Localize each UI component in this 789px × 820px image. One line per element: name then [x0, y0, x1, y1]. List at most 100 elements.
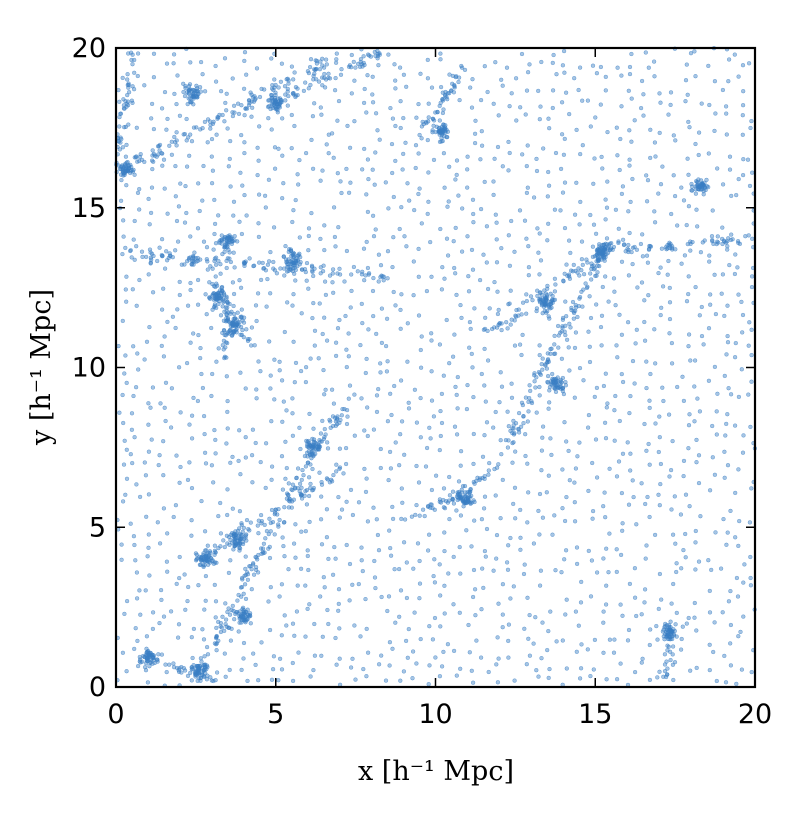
data-point	[500, 477, 505, 483]
data-point	[612, 637, 617, 642]
data-point	[329, 131, 335, 136]
data-point	[579, 289, 584, 294]
data-point	[303, 379, 309, 385]
data-point	[239, 103, 244, 108]
data-point	[390, 504, 395, 510]
data-point	[413, 165, 418, 171]
data-point	[538, 568, 544, 573]
data-point	[480, 454, 486, 459]
data-point	[564, 666, 569, 671]
data-point	[281, 543, 286, 549]
data-point	[484, 260, 489, 265]
data-point	[538, 258, 544, 263]
data-point	[306, 248, 311, 253]
data-point	[564, 314, 569, 319]
data-point	[568, 250, 573, 256]
data-point	[323, 77, 329, 82]
data-point	[151, 75, 157, 80]
data-point	[484, 526, 490, 532]
data-point	[537, 117, 542, 122]
data-point	[605, 250, 611, 255]
data-point	[227, 233, 232, 238]
data-point	[747, 183, 753, 189]
data-point	[438, 593, 443, 598]
data-point	[604, 236, 610, 241]
data-point	[481, 506, 487, 511]
data-point	[290, 219, 295, 225]
data-point	[711, 241, 716, 247]
data-point	[688, 51, 694, 56]
data-point	[237, 428, 242, 433]
data-point	[732, 355, 738, 360]
data-point	[290, 266, 296, 271]
data-point	[438, 84, 444, 90]
data-point	[213, 274, 218, 279]
data-point	[205, 562, 211, 567]
data-point	[131, 344, 136, 349]
data-point	[554, 72, 559, 77]
data-point	[555, 323, 561, 329]
data-point	[378, 361, 383, 366]
data-point	[535, 293, 540, 299]
data-point	[672, 494, 677, 499]
data-point	[723, 680, 729, 685]
data-point	[591, 181, 596, 186]
data-point	[616, 226, 621, 231]
data-point	[122, 106, 127, 111]
data-point	[723, 104, 729, 109]
data-point	[212, 302, 218, 307]
data-point	[373, 585, 378, 591]
data-point	[438, 57, 443, 62]
data-point	[647, 462, 652, 467]
data-point	[540, 515, 546, 520]
data-point	[365, 265, 371, 271]
data-point	[227, 156, 232, 162]
data-point	[445, 642, 451, 647]
data-point	[251, 651, 256, 656]
data-point	[161, 614, 167, 619]
data-point	[186, 584, 191, 590]
data-point	[458, 513, 464, 518]
data-point	[580, 304, 585, 309]
data-point	[337, 446, 343, 451]
data-point	[177, 292, 182, 298]
data-point	[659, 597, 664, 602]
data-point	[151, 159, 156, 164]
data-point	[390, 646, 395, 651]
data-point	[627, 128, 632, 133]
data-point	[508, 535, 513, 541]
data-point	[467, 494, 472, 499]
data-point	[660, 284, 666, 289]
data-point	[274, 102, 279, 107]
data-point	[573, 302, 578, 308]
data-point	[478, 97, 484, 103]
data-point	[549, 452, 554, 458]
data-point	[292, 380, 297, 385]
data-point	[372, 182, 377, 187]
data-point	[618, 661, 623, 666]
data-point	[438, 624, 443, 629]
data-point	[251, 561, 256, 566]
data-point	[241, 335, 246, 340]
data-point	[724, 111, 729, 116]
data-point	[697, 184, 703, 190]
data-point	[258, 459, 263, 465]
data-point	[629, 139, 634, 144]
data-point	[219, 284, 225, 290]
data-point	[458, 463, 463, 468]
data-point	[433, 473, 439, 478]
data-point	[672, 193, 678, 199]
data-point	[411, 293, 416, 298]
data-point	[230, 506, 235, 511]
data-point	[201, 556, 206, 562]
data-point	[203, 548, 208, 553]
data-point	[483, 554, 488, 559]
data-point	[536, 250, 541, 255]
data-point	[322, 315, 327, 320]
data-point	[312, 67, 317, 72]
data-point	[629, 96, 634, 101]
data-point	[680, 624, 685, 629]
data-point	[722, 313, 727, 319]
data-point	[668, 657, 673, 663]
data-point	[398, 432, 403, 437]
